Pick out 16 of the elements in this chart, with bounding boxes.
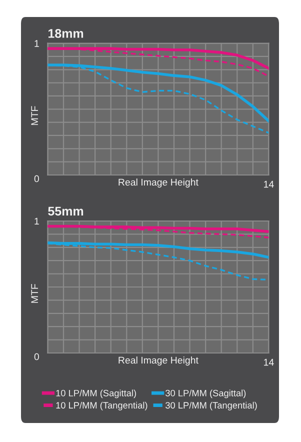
x-tick-label: 14	[264, 180, 274, 188]
y-tick-label: 1	[34, 218, 39, 225]
legend-label: 10 LP/MM (Tangential)	[56, 402, 148, 410]
legend-label: 30 LP/MM (Sagittal)	[166, 390, 246, 398]
y-axis-title: MTF	[31, 284, 38, 303]
y-tick-label: 1	[34, 40, 39, 47]
y-axis-title: MTF	[31, 106, 38, 125]
legend-label: 10 LP/MM (Sagittal)	[56, 390, 136, 398]
y-tick-label: 0	[34, 175, 39, 182]
x-tick-label: 14	[264, 358, 274, 366]
chart-title: 55mm	[48, 206, 84, 216]
x-axis-title: Real Image Height	[118, 356, 198, 366]
chart-title: 18mm	[48, 29, 84, 38]
legend-label: 30 LP/MM (Tangential)	[166, 402, 257, 410]
x-axis-title: Real Image Height	[118, 178, 198, 188]
y-tick-label: 0	[34, 353, 39, 360]
